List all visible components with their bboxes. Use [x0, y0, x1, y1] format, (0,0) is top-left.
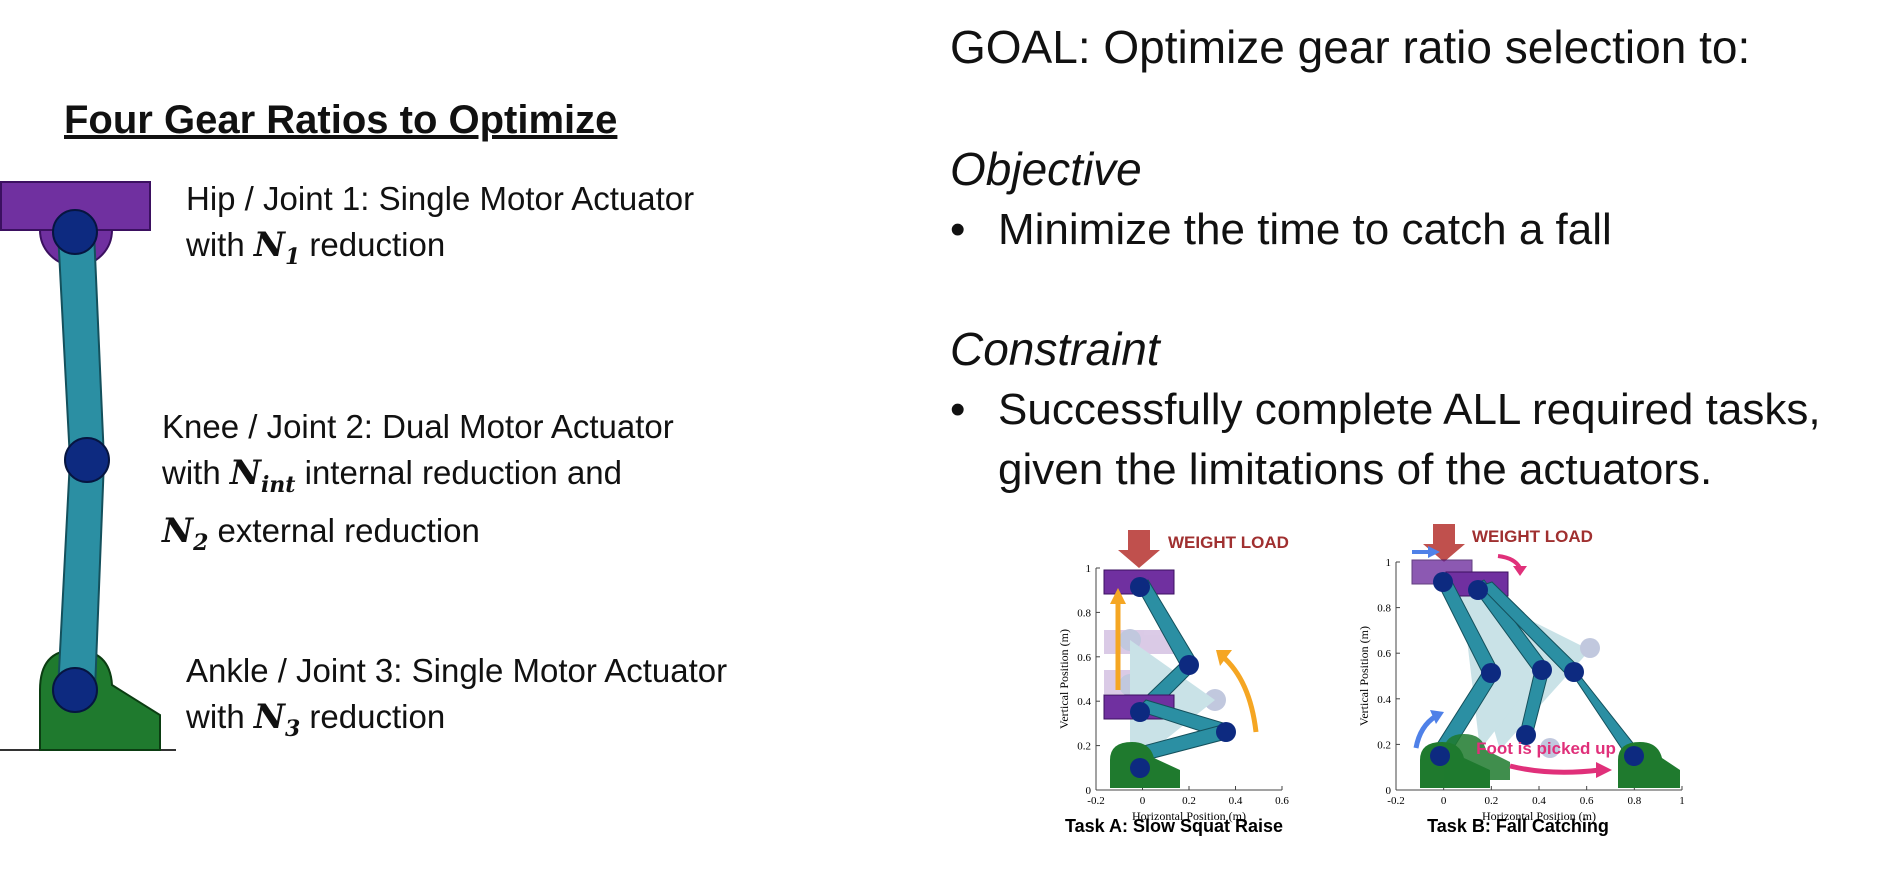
task-a-ankle-joint — [1130, 758, 1150, 778]
x-tick-label: 0.8 — [1627, 795, 1641, 807]
y-tick-label: 0.6 — [1077, 652, 1091, 664]
x-tick-label: 0.2 — [1182, 795, 1196, 807]
task-b-ankle-joint-3 — [1624, 746, 1644, 766]
ghost-leg-b2 — [1460, 580, 1550, 750]
shank-link — [56, 459, 106, 691]
ghost-joint-3 — [1204, 689, 1226, 711]
task-b-ankle-joint-1 — [1430, 746, 1450, 766]
task-a-knee-joint — [1179, 655, 1199, 675]
task-b-caption: Task B: Fall Catching — [1427, 816, 1609, 836]
y-tick-label: 0 — [1086, 785, 1092, 797]
task-a-knee-joint-low — [1216, 722, 1236, 742]
task-b-figure: -0.2 0 0.2 0.4 0.6 0.8 100.20.40.60.81Horizont… — [1357, 524, 1685, 836]
ghost-joint-1 — [1119, 629, 1141, 651]
knee-line3: N2 external reduction — [162, 510, 480, 556]
ghost-leg-b1 — [1450, 580, 1590, 750]
hip-line2: with N1 reduction — [186, 225, 446, 270]
task-b-hip-joint-2 — [1468, 580, 1488, 600]
task-b-ankle-arrowhead — [1430, 710, 1444, 724]
ghost-joint-b1 — [1580, 638, 1600, 658]
x-axis-label: Horizontal Position (m) — [1132, 809, 1246, 823]
task-a-hip-joint-low — [1130, 702, 1150, 722]
x-tick-label: 0.2 — [1484, 795, 1498, 807]
y-tick-label: 0.8 — [1077, 607, 1091, 619]
thigh-link — [56, 231, 106, 461]
y-tick-label: 0.2 — [1377, 739, 1391, 751]
knee-line1: Knee / Joint 2: Dual Motor Actuator — [162, 408, 674, 445]
task-a-hip-joint — [1130, 577, 1150, 597]
y-tick-label: 1 — [1386, 557, 1392, 569]
task-b-knee-joint-1 — [1481, 663, 1501, 683]
task-a-weight-label: WEIGHT LOAD — [1168, 533, 1289, 552]
y-tick-label: 1 — [1086, 563, 1092, 575]
y-axis-label: Vertical Position (m) — [1057, 629, 1071, 729]
task-b-ankle-joint-2 — [1516, 725, 1536, 745]
constraint-heading: Constraint — [950, 323, 1160, 375]
y-tick-label: 0 — [1386, 785, 1392, 797]
x-tick-label: 1 — [1679, 795, 1685, 807]
ankle-line1: Ankle / Joint 3: Single Motor Actuator — [186, 652, 728, 689]
task-b-foot-2 — [1444, 734, 1510, 780]
task-a-knee-arrow — [1220, 654, 1259, 733]
x-tick-label: 0 — [1441, 795, 1447, 807]
knee-joint — [64, 437, 110, 483]
task-b-foot-label: Foot is picked up — [1476, 739, 1616, 758]
task-b-weight-label: WEIGHT LOAD — [1472, 527, 1593, 546]
x-tick-label: 0 — [1140, 795, 1146, 807]
ankle-joint — [52, 667, 98, 713]
x-axis-label: Horizontal Position (m) — [1482, 809, 1596, 823]
task-b-knee-joint-2 — [1532, 660, 1552, 680]
ankle-description: Ankle / Joint 3: Single Motor Actuator w… — [186, 648, 727, 752]
y-tick-label: 0.4 — [1377, 694, 1391, 706]
x-tick-label: -0.2 — [1087, 795, 1104, 807]
task-b-foot-arrow — [1509, 763, 1601, 775]
ghost-joint-b2 — [1540, 738, 1560, 758]
task-b-hip-joint-1 — [1433, 572, 1453, 592]
task-b-push-arrowhead — [1428, 546, 1440, 558]
goal-heading: GOAL: Optimize gear ratio selection to: — [950, 21, 1751, 73]
y-tick-label: 0.6 — [1377, 648, 1391, 660]
objective-bullet: • Minimize the time to catch a fall — [950, 200, 1612, 260]
task-a-raise-arrowhead — [1110, 588, 1126, 604]
constraint-bullet: • Successfully complete ALL required task… — [950, 380, 1821, 500]
ghost-joint-2 — [1119, 674, 1141, 696]
hip-line1: Hip / Joint 1: Single Motor Actuator — [186, 180, 695, 217]
task-b-axes: -0.2 0 0.2 0.4 0.6 0.8 100.20.40.60.81Horizont… — [1357, 557, 1685, 823]
bullet-dot: • — [950, 205, 966, 254]
task-a-weight-icon — [1118, 530, 1160, 568]
objective-heading: Objective — [950, 143, 1142, 195]
x-tick-label: 0.6 — [1580, 795, 1594, 807]
x-tick-label: -0.2 — [1387, 795, 1404, 807]
hip-joint — [52, 209, 98, 255]
y-tick-label: 0.8 — [1377, 603, 1391, 615]
leg-diagram — [0, 181, 176, 751]
y-tick-label: 0.2 — [1077, 741, 1091, 753]
left-title: Four Gear Ratios to Optimize — [64, 98, 618, 142]
x-tick-label: 0.4 — [1229, 795, 1243, 807]
knee-description: Knee / Joint 2: Dual Motor Actuator with… — [162, 404, 674, 566]
task-b-knee-joint-3 — [1564, 662, 1584, 682]
x-tick-label: 0.4 — [1532, 795, 1546, 807]
knee-line2: with Nint internal reduction and — [162, 453, 623, 498]
task-a-knee-arrowhead — [1216, 650, 1232, 666]
task-b-foot-arrowhead — [1596, 762, 1612, 778]
y-tick-label: 0.4 — [1077, 696, 1091, 708]
task-b-rotate-arrowhead — [1513, 566, 1527, 576]
y-axis-label: Vertical Position (m) — [1357, 626, 1371, 726]
task-a-caption: Task A: Slow Squat Raise — [1065, 816, 1283, 836]
bullet-dot: • — [950, 385, 966, 434]
x-tick-label: 0.6 — [1275, 795, 1289, 807]
hip-description: Hip / Joint 1: Single Motor Actuator wit… — [186, 176, 694, 280]
task-b-ghost-legs — [1450, 580, 1600, 758]
ankle-line2: with N3 reduction — [186, 697, 446, 742]
